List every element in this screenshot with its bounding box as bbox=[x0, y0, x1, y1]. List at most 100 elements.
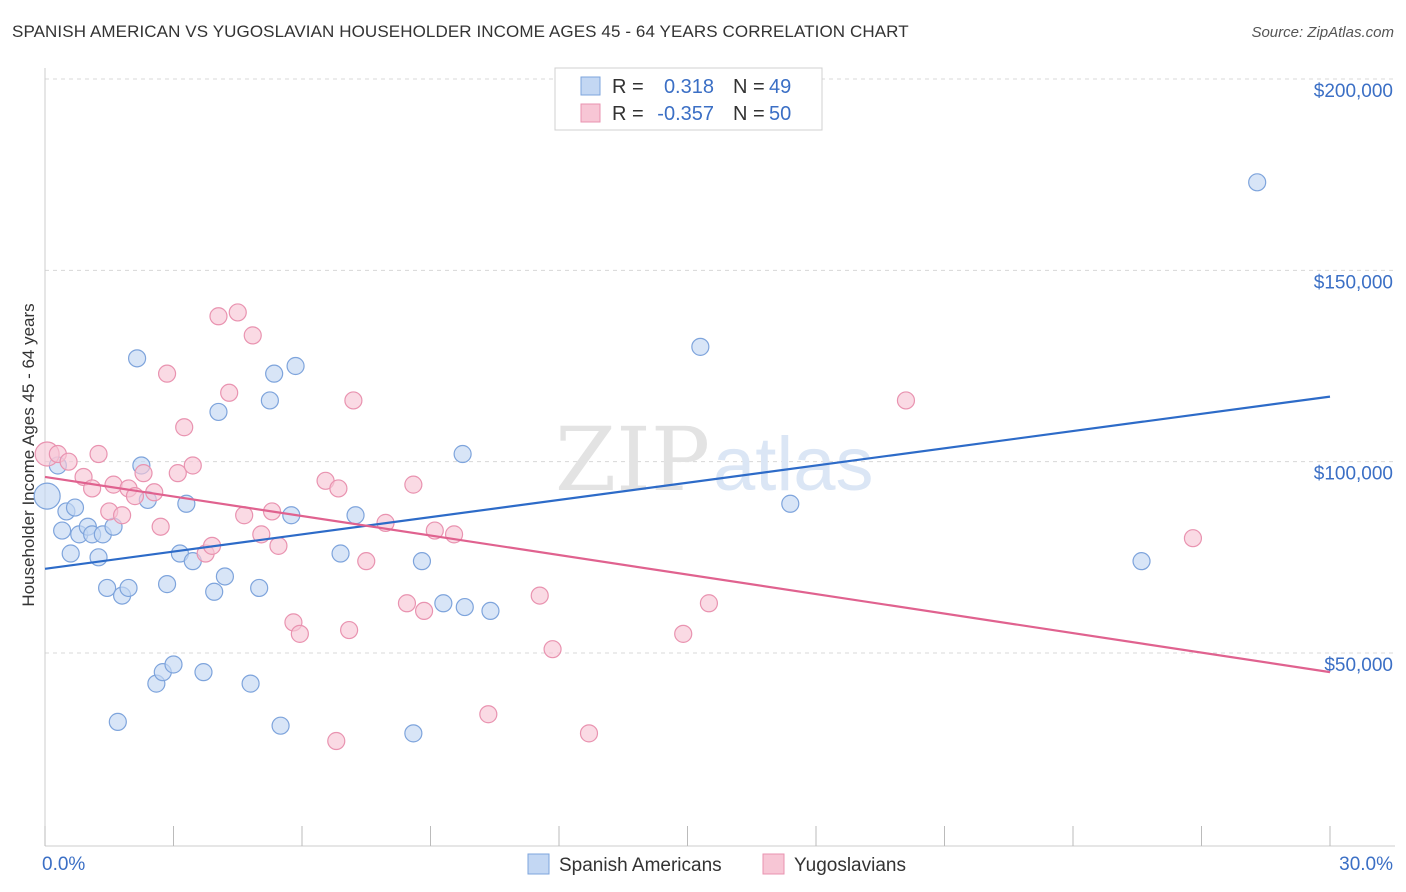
spanish-american-point bbox=[286, 356, 305, 376]
grid-lines bbox=[45, 78, 1395, 654]
watermark-atlas: atlas bbox=[713, 422, 874, 507]
yugoslavian-point bbox=[134, 464, 153, 483]
yugoslavian-trend-line bbox=[44, 475, 1331, 674]
spanish-american-point bbox=[331, 544, 350, 563]
spanish-american-point bbox=[209, 402, 228, 422]
yugoslavian-point bbox=[579, 724, 599, 743]
data-points bbox=[33, 173, 1267, 751]
y-tick-label: $150,000 bbox=[1314, 272, 1393, 293]
yugoslavian-point bbox=[329, 479, 348, 498]
spanish-american-point bbox=[404, 724, 423, 743]
spanish-american-point bbox=[61, 544, 80, 563]
source-label: Source: ZipAtlas.com bbox=[1251, 24, 1394, 41]
spanish-american-point bbox=[157, 575, 177, 594]
spanish-american-point bbox=[108, 712, 127, 731]
legend-r-label-1: R = bbox=[612, 76, 644, 98]
yugoslavian-point bbox=[674, 624, 693, 643]
yugoslavian-point bbox=[175, 418, 194, 437]
yugoslavian-point bbox=[543, 640, 562, 659]
yugoslavian-point bbox=[530, 586, 549, 605]
yugoslavian-point bbox=[228, 303, 247, 322]
yugoslavian-point bbox=[235, 506, 254, 525]
yugoslavian-point bbox=[112, 506, 132, 525]
trend-lines bbox=[44, 395, 1331, 674]
yugoslavian-point bbox=[183, 456, 202, 475]
spanish-american-point bbox=[119, 578, 138, 598]
spanish-american-point bbox=[781, 494, 800, 513]
yugoslavian-point bbox=[327, 731, 346, 751]
watermark: ZIP atlas bbox=[555, 408, 874, 511]
yugoslavian-point bbox=[340, 620, 359, 640]
spanish-american-point bbox=[1132, 552, 1151, 571]
legend-r-value-2: -0.357 bbox=[657, 103, 714, 125]
spanish-american-point bbox=[434, 594, 453, 613]
yugoslavian-point bbox=[357, 552, 376, 571]
yugoslavian-point bbox=[269, 536, 288, 555]
legend-swatch-blue bbox=[580, 76, 601, 96]
spanish-american-point bbox=[346, 506, 365, 525]
spanish-american-point bbox=[65, 498, 85, 517]
series-legend-swatch-blue bbox=[527, 853, 550, 875]
spanish-american-point bbox=[271, 716, 290, 735]
yugoslavian-point bbox=[89, 444, 108, 464]
spanish-american-point bbox=[194, 663, 213, 682]
y-tick-label: $200,000 bbox=[1314, 81, 1393, 102]
yugoslavian-point bbox=[59, 452, 78, 471]
yugoslavian-point bbox=[290, 624, 309, 643]
spanish-american-trend-line bbox=[44, 395, 1331, 570]
yugoslavian-point bbox=[151, 517, 170, 536]
legend-n-value-1: 49 bbox=[769, 76, 791, 98]
yugoslavian-point bbox=[157, 364, 177, 383]
legend-n-label-2: N = bbox=[733, 103, 765, 125]
spanish-american-point bbox=[205, 582, 224, 601]
spanish-american-point bbox=[250, 578, 269, 598]
yugoslavian-point bbox=[209, 307, 228, 326]
spanish-american-point bbox=[215, 567, 234, 586]
series-legend-swatch-pink bbox=[762, 853, 785, 875]
yugoslavian-point bbox=[397, 594, 417, 613]
series-legend-label-blue: Spanish Americans bbox=[559, 855, 722, 876]
series-legend: Spanish Americans Yugoslavians bbox=[527, 853, 906, 876]
yugoslavian-point bbox=[344, 391, 363, 410]
spanish-american-point bbox=[265, 364, 284, 383]
spanish-american-point bbox=[164, 655, 183, 674]
yugoslavian-point bbox=[699, 594, 719, 613]
y-tick-label: $50,000 bbox=[1324, 655, 1393, 676]
spanish-american-point bbox=[127, 349, 147, 368]
spanish-american-point bbox=[455, 597, 474, 617]
spanish-american-point bbox=[98, 578, 117, 598]
y-axis-label: Householder Income Ages 45 - 64 years bbox=[19, 303, 38, 606]
yugoslavian-point bbox=[168, 464, 187, 483]
stats-legend: R = 0.318 N = 49 R = -0.357 N = 50 bbox=[554, 67, 823, 131]
series-legend-label-pink: Yugoslavians bbox=[794, 855, 906, 876]
yugoslavian-point bbox=[1183, 529, 1203, 548]
spanish-american-point bbox=[53, 521, 72, 540]
legend-n-label-1: N = bbox=[733, 76, 765, 98]
x-tick-label-max: 30.0% bbox=[1339, 854, 1393, 875]
y-tick-label: $100,000 bbox=[1314, 464, 1393, 485]
yugoslavian-point bbox=[479, 705, 498, 724]
spanish-american-point bbox=[412, 552, 432, 571]
yugoslavian-point bbox=[104, 475, 123, 494]
yugoslavian-point bbox=[404, 475, 423, 494]
watermark-zip: ZIP bbox=[555, 408, 710, 511]
spanish-american-point bbox=[33, 482, 61, 510]
chart-title: SPANISH AMERICAN VS YUGOSLAVIAN HOUSEHOL… bbox=[12, 22, 909, 41]
legend-r-value-1: 0.318 bbox=[664, 76, 714, 98]
legend-swatch-pink bbox=[580, 103, 601, 123]
spanish-american-point bbox=[1248, 173, 1267, 192]
legend-r-label-2: R = bbox=[612, 103, 644, 125]
yugoslavian-point bbox=[243, 326, 262, 345]
legend-n-value-2: 50 bbox=[769, 103, 791, 125]
spanish-american-point bbox=[481, 601, 500, 621]
yugoslavian-point bbox=[220, 383, 239, 402]
tick-labels: $50,000 $100,000 $150,000 $200,000 0.0% 30.0% bbox=[42, 81, 1393, 875]
x-tick-label-min: 0.0% bbox=[42, 854, 85, 875]
spanish-american-point bbox=[260, 391, 279, 410]
spanish-american-point bbox=[691, 337, 710, 356]
spanish-american-point bbox=[241, 674, 260, 693]
spanish-american-point bbox=[453, 444, 472, 464]
yugoslavian-point bbox=[896, 391, 916, 410]
yugoslavian-point bbox=[414, 601, 434, 621]
